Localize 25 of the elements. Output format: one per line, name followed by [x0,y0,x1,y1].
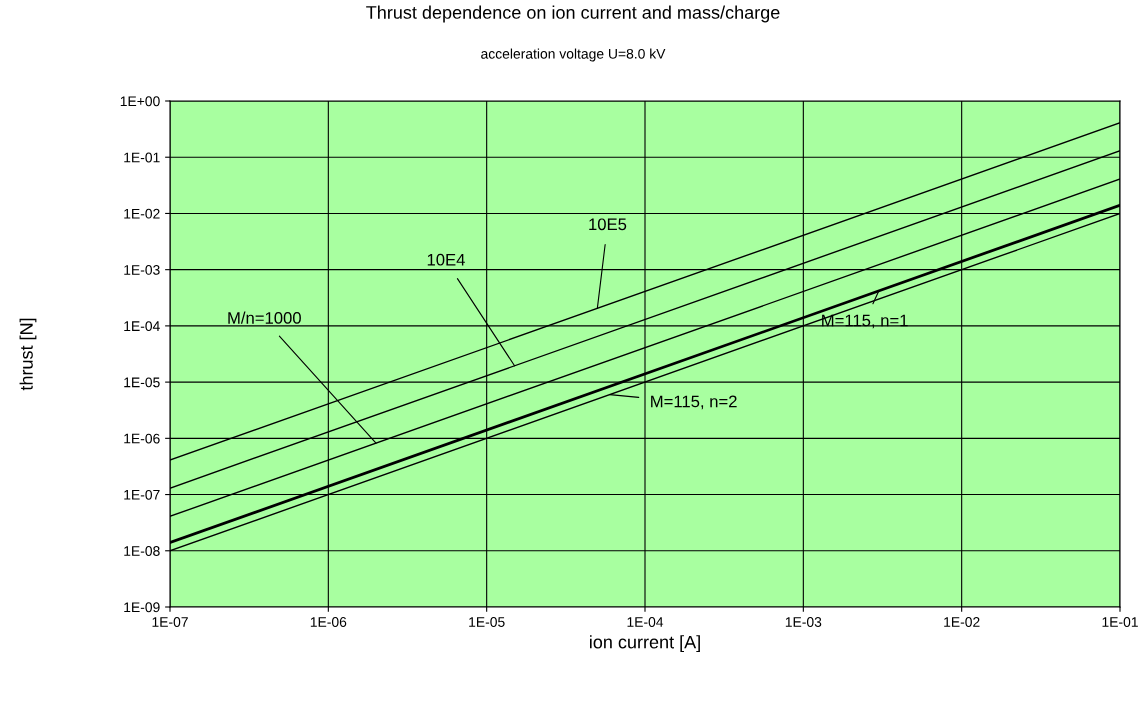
x-tick-label: 1E-05 [469,617,505,627]
y-tick-label: 1E-04 [124,321,160,332]
y-axis-title: thrust [N] [19,318,37,391]
y-tick-label: 1E-05 [124,377,160,388]
y-tick-label: 1E-02 [124,208,160,219]
x-tick-label: 1E-07 [152,617,188,627]
chart-title: Thrust dependence on ion current and mass/charge [366,5,780,23]
y-tick-label: 1E-06 [124,433,160,444]
x-tick-label: 1E-06 [310,617,347,627]
annotation: 10E4 [427,253,465,266]
y-tick-label: 1E-08 [124,546,160,556]
x-tick-label: 1E-02 [944,617,980,627]
chart-subtitle: acceleration voltage U=8.0 kV [481,48,666,62]
y-tick-label: 1E-03 [124,265,160,275]
annotation: 10E5 [589,218,627,231]
x-tick-label: 1E-04 [627,617,664,627]
x-tick-label: 1E-03 [785,617,822,627]
annotation: M=115, n=2 [651,395,737,410]
x-axis-title: ion current [A] [590,635,700,653]
annotation: M/n=1000 [228,311,301,324]
y-tick-label: 1E-09 [124,602,160,613]
x-tick-label: 1E-01 [1102,617,1138,627]
y-tick-label: 1E-01 [124,152,160,163]
y-tick-label: 1E-07 [124,489,160,500]
y-tick-label: 1E+00 [120,96,160,107]
